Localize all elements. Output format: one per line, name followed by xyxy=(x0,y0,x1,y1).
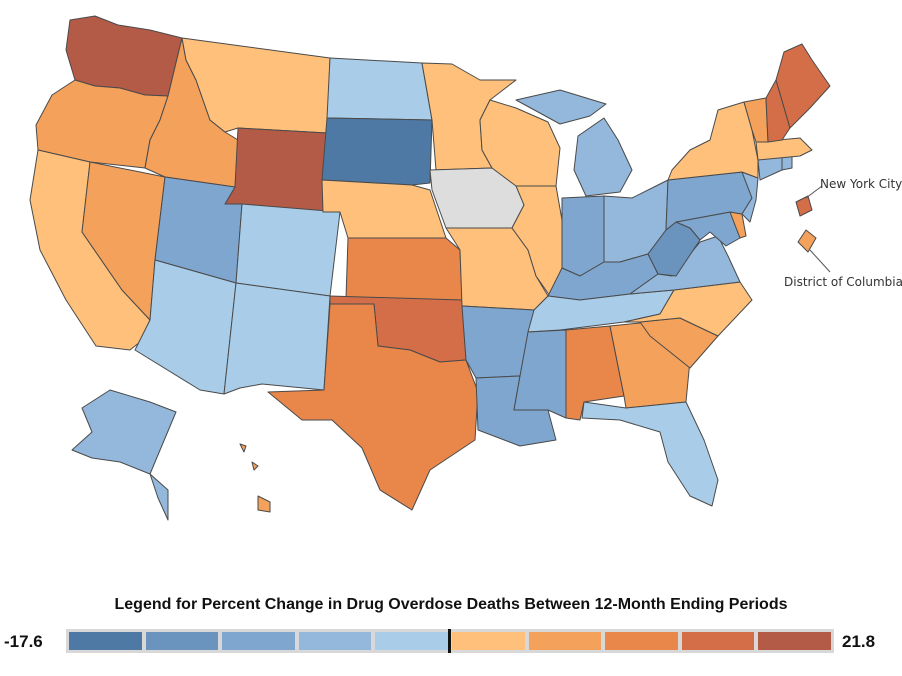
state-illinois[interactable] xyxy=(511,185,563,297)
state-new-hampshire[interactable] xyxy=(765,79,791,143)
legend-max-label: 21.8 xyxy=(842,632,876,651)
state-colorado[interactable] xyxy=(235,203,341,297)
state-alaska[interactable] xyxy=(71,389,177,521)
us-choropleth-map: New York City District of Columbia xyxy=(29,15,902,521)
dc-label: District of Columbia xyxy=(784,275,902,289)
legend-swatch-8 xyxy=(681,632,755,650)
state-hawaii[interactable] xyxy=(239,443,271,513)
legend-swatch-0 xyxy=(69,632,142,650)
state-kansas[interactable] xyxy=(345,237,463,301)
nyc-label: New York City xyxy=(820,177,902,191)
legend-swatch-6 xyxy=(528,632,602,650)
state-indiana[interactable] xyxy=(561,195,605,277)
legend-swatch-3 xyxy=(298,632,372,650)
nyc-leader-line xyxy=(805,185,823,199)
legend-zero-marker xyxy=(448,629,451,653)
state-maine[interactable] xyxy=(775,43,831,129)
state-vermont[interactable] xyxy=(743,97,769,143)
legend-swatch-4 xyxy=(375,632,448,650)
state-north-carolina[interactable] xyxy=(623,281,753,337)
legend-swatch-2 xyxy=(222,632,295,650)
state-north-dakota[interactable] xyxy=(326,57,433,121)
legend-title: Legend for Percent Change in Drug Overdo… xyxy=(114,596,788,613)
state-texas[interactable] xyxy=(267,303,479,511)
region-district-of-columbia[interactable] xyxy=(797,229,817,253)
legend-min-label: -17.6 xyxy=(4,632,43,651)
state-nebraska[interactable] xyxy=(321,179,447,239)
state-wyoming[interactable] xyxy=(224,127,328,213)
dc-leader-line xyxy=(809,249,831,273)
legend-swatch-9 xyxy=(758,632,831,650)
region-new-york-city[interactable] xyxy=(795,195,813,217)
legend-swatch-5 xyxy=(451,632,525,650)
legend-swatch-7 xyxy=(605,632,678,650)
legend-swatch-1 xyxy=(145,632,219,650)
state-new-york[interactable] xyxy=(667,101,759,181)
state-rhode-island[interactable] xyxy=(781,155,793,171)
state-michigan[interactable] xyxy=(515,89,633,197)
state-massachusetts[interactable] xyxy=(755,137,813,161)
state-new-mexico[interactable] xyxy=(223,282,331,395)
state-florida[interactable] xyxy=(581,401,719,507)
state-south-dakota[interactable] xyxy=(321,117,433,186)
